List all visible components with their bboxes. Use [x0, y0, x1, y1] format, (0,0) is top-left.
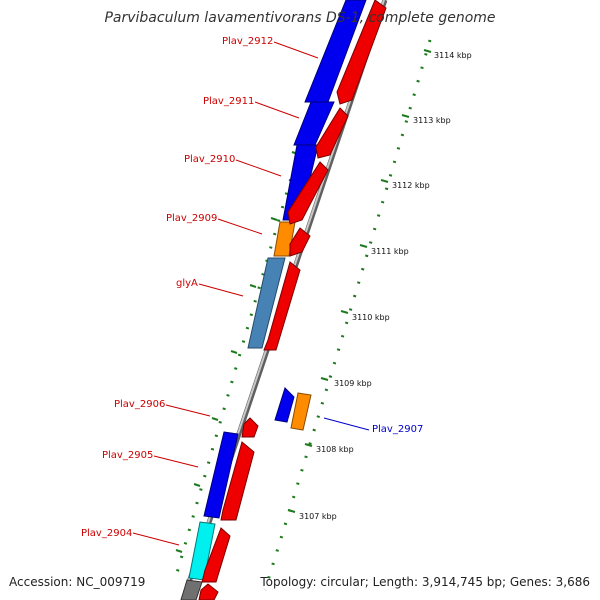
- gene-label-plav-2911[interactable]: Plav_2911: [203, 96, 254, 107]
- tick-mark: [211, 417, 219, 421]
- gene-arrow-red[interactable]: [287, 161, 329, 225]
- gene-feature-plav-2906-blue[interactable]: [274, 387, 295, 423]
- tick-label: 3109 kbp: [334, 379, 372, 388]
- gene-labels: Plav_2912 Plav_2911 Plav_2910 Plav_2909 …: [81, 36, 423, 539]
- tick-mark: [230, 350, 238, 354]
- tick-mark: [380, 179, 389, 183]
- genome-summary: Topology: circular; Length: 3,914,745 bp…: [259, 575, 590, 589]
- leader-lines: [132, 41, 370, 546]
- gene-arrow-red[interactable]: [220, 441, 255, 521]
- gene-label-plav-2904[interactable]: Plav_2904: [81, 528, 132, 539]
- leader-line: [217, 218, 263, 235]
- leader-line: [273, 41, 319, 59]
- tick-labels: 3114 kbp 3113 kbp 3112 kbp 3111 kbp 3110…: [299, 51, 472, 521]
- gene-arrow-red[interactable]: [198, 583, 219, 600]
- leader-line: [235, 159, 282, 177]
- tick-mark: [359, 244, 368, 248]
- gene-arrow-red[interactable]: [241, 417, 259, 438]
- tick-label: 3112 kbp: [392, 181, 430, 190]
- tick-label: 3111 kbp: [371, 247, 409, 256]
- tick-mark: [193, 483, 201, 487]
- gene-arrow-red[interactable]: [263, 261, 301, 351]
- gene-label-plav-2910[interactable]: Plav_2910: [184, 154, 235, 165]
- tick-mark: [270, 217, 278, 221]
- gene-feature-glya-steelblue[interactable]: [247, 257, 286, 349]
- leader-line: [153, 455, 199, 468]
- tick-label: 3108 kbp: [316, 445, 354, 454]
- map-title: Parvibaculum lavamentivorans DS-1, compl…: [104, 10, 495, 26]
- tick-mark: [249, 284, 257, 288]
- gene-arrow-red[interactable]: [201, 527, 231, 583]
- gene-label-plav-2912[interactable]: Plav_2912: [222, 36, 273, 47]
- gene-arrow-red[interactable]: [289, 227, 311, 257]
- tick-mark: [423, 49, 432, 53]
- leader-line: [132, 532, 180, 546]
- gene-feature-plav-2905-blue[interactable]: [203, 431, 239, 519]
- tick-label: 3114 kbp: [434, 51, 472, 60]
- gene-arrow-red[interactable]: [315, 107, 349, 159]
- tick-label: 3113 kbp: [413, 116, 451, 125]
- forward-strand-features: [180, 0, 367, 600]
- tick-mark: [287, 509, 296, 513]
- leader-line: [323, 417, 370, 431]
- tick-mark: [340, 310, 349, 314]
- leader-line: [198, 283, 244, 297]
- gene-label-plav-2905[interactable]: Plav_2905: [102, 450, 153, 461]
- tick-mark: [401, 114, 410, 118]
- leader-line: [254, 101, 300, 119]
- gene-label-glya[interactable]: glyA: [176, 278, 198, 289]
- accession-label: Accession: NC_009719: [9, 575, 145, 589]
- tick-mark: [175, 549, 183, 553]
- gene-label-plav-2909[interactable]: Plav_2909: [166, 213, 217, 224]
- gene-arrow-red[interactable]: [336, 0, 387, 105]
- tick-mark: [320, 377, 329, 381]
- reverse-strand-features: [198, 0, 387, 600]
- leader-line: [165, 404, 211, 417]
- inner-tick-track: [173, 44, 332, 581]
- outer-tick-track: [263, 39, 432, 591]
- gene-feature-gray[interactable]: [180, 579, 203, 600]
- gene-feature-plav-2907-orange[interactable]: [290, 392, 312, 431]
- tick-label: 3110 kbp: [352, 313, 390, 322]
- tick-mark: [304, 443, 313, 447]
- tick-label: 3107 kbp: [299, 512, 337, 521]
- gene-label-plav-2906[interactable]: Plav_2906: [114, 399, 165, 410]
- gene-label-plav-2907[interactable]: Plav_2907: [372, 424, 423, 435]
